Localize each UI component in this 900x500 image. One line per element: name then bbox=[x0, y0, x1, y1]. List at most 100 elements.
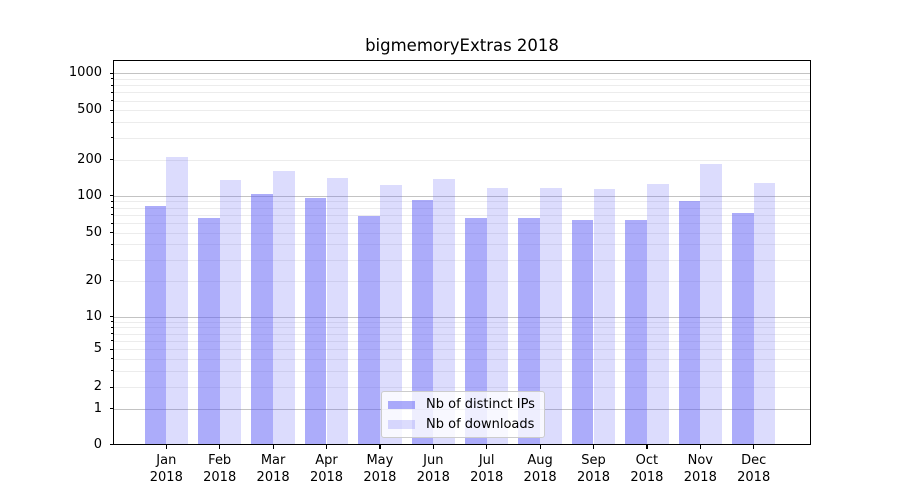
legend-label-downloads: Nb of downloads bbox=[426, 416, 535, 432]
legend-swatch-downloads bbox=[388, 420, 415, 429]
bar-distinct-ips-jan bbox=[144, 206, 167, 445]
gridline-500 bbox=[113, 110, 811, 112]
bar-downloads-oct bbox=[646, 184, 669, 445]
x-tick-aug bbox=[539, 445, 541, 449]
gridline-10 bbox=[113, 316, 811, 318]
bar-distinct-ips-nov bbox=[678, 201, 701, 445]
bar-downloads-jun bbox=[433, 178, 456, 445]
y-minor-tick-900 bbox=[111, 78, 113, 80]
x-tick-label-may: May 2018 bbox=[363, 453, 397, 486]
y-tick-label-1: 1 bbox=[93, 400, 102, 416]
gridline-1000 bbox=[113, 73, 811, 75]
y-minor-tick-6 bbox=[111, 340, 113, 342]
x-tick-jan bbox=[165, 445, 167, 449]
x-tick-dec bbox=[753, 445, 755, 449]
x-tick-label-sep: Sep 2018 bbox=[576, 453, 611, 486]
y-tick-label-50: 50 bbox=[85, 224, 102, 240]
y-tick-label-2: 2 bbox=[93, 379, 102, 395]
x-tick-apr bbox=[326, 445, 328, 449]
y-minor-tick-70 bbox=[111, 214, 113, 216]
x-tick-label-mar: Mar 2018 bbox=[256, 453, 290, 486]
bar-distinct-ips-jun bbox=[411, 199, 434, 445]
bar-downloads-jul bbox=[486, 187, 509, 445]
x-tick-jun bbox=[432, 445, 434, 449]
gridline-60 bbox=[113, 223, 811, 224]
gridline-3 bbox=[113, 370, 811, 372]
y-minor-tick-3 bbox=[111, 370, 113, 371]
y-tick-50 bbox=[109, 232, 113, 234]
y-tick-label-200: 200 bbox=[77, 151, 102, 167]
gridline-200 bbox=[113, 159, 811, 161]
gridline-300 bbox=[113, 137, 811, 139]
x-tick-label-apr: Apr 2018 bbox=[309, 453, 344, 486]
y-tick-5 bbox=[109, 348, 113, 350]
y-tick-10 bbox=[109, 316, 113, 318]
gridline-50 bbox=[113, 232, 811, 234]
x-tick-feb bbox=[219, 445, 221, 449]
x-tick-label-nov: Nov 2018 bbox=[683, 453, 717, 486]
gridline-20 bbox=[113, 280, 811, 282]
y-minor-tick-60 bbox=[111, 222, 113, 224]
x-tick-oct bbox=[646, 445, 648, 449]
y-tick-100 bbox=[109, 195, 113, 197]
y-minor-tick-4 bbox=[111, 358, 113, 360]
y-minor-tick-9 bbox=[111, 321, 113, 323]
y-minor-tick-700 bbox=[111, 91, 113, 93]
x-tick-label-jun: Jun 2018 bbox=[416, 453, 450, 486]
y-tick-label-0: 0 bbox=[93, 436, 102, 452]
y-minor-tick-300 bbox=[111, 137, 113, 139]
gridline-800 bbox=[113, 85, 811, 87]
bar-distinct-ips-aug bbox=[518, 217, 541, 445]
x-tick-label-feb: Feb 2018 bbox=[203, 453, 237, 486]
x-tick-label-oct: Oct 2018 bbox=[630, 453, 664, 486]
y-minor-tick-80 bbox=[111, 207, 113, 209]
y-minor-tick-40 bbox=[111, 243, 113, 245]
y-tick-2 bbox=[109, 386, 113, 388]
bars-layer bbox=[113, 60, 811, 445]
bar-downloads-aug bbox=[540, 188, 562, 445]
gridline-5 bbox=[113, 349, 811, 351]
gridline-400 bbox=[113, 122, 811, 124]
bar-distinct-ips-oct bbox=[625, 220, 647, 445]
x-tick-label-jul: Jul 2018 bbox=[470, 453, 504, 486]
x-tick-label-jan: Jan 2018 bbox=[149, 453, 183, 486]
gridline-600 bbox=[113, 100, 811, 102]
bar-distinct-ips-apr bbox=[304, 197, 327, 445]
x-tick-jul bbox=[486, 445, 488, 449]
bar-distinct-ips-jul bbox=[464, 217, 487, 445]
bar-downloads-jan bbox=[166, 157, 189, 445]
y-tick-label-10: 10 bbox=[85, 308, 102, 324]
x-tick-sep bbox=[593, 445, 595, 449]
gridline-2 bbox=[113, 387, 811, 389]
bar-downloads-sep bbox=[593, 189, 616, 445]
gridline-40 bbox=[113, 244, 811, 246]
y-tick-20 bbox=[109, 280, 113, 282]
gridline-8 bbox=[113, 327, 811, 329]
bar-distinct-ips-mar bbox=[251, 193, 274, 445]
y-minor-tick-400 bbox=[111, 121, 113, 123]
y-tick-1 bbox=[109, 408, 113, 410]
bar-downloads-nov bbox=[700, 163, 723, 445]
y-minor-tick-7 bbox=[111, 333, 113, 334]
gridline-700 bbox=[113, 92, 811, 94]
x-tick-label-aug: Aug 2018 bbox=[523, 453, 557, 486]
bar-distinct-ips-may bbox=[358, 216, 380, 445]
gridline-900 bbox=[113, 78, 811, 80]
y-tick-500 bbox=[109, 109, 113, 111]
y-tick-label-500: 500 bbox=[77, 102, 102, 118]
gridline-9 bbox=[113, 321, 811, 323]
y-minor-tick-800 bbox=[111, 84, 113, 86]
x-tick-nov bbox=[699, 445, 701, 449]
y-tick-label-1000: 1000 bbox=[68, 65, 102, 81]
gridline-80 bbox=[113, 207, 811, 209]
gridline-90 bbox=[113, 201, 811, 203]
grid-layer bbox=[113, 60, 811, 445]
y-minor-tick-90 bbox=[111, 200, 113, 202]
y-minor-tick-600 bbox=[111, 100, 113, 102]
bar-downloads-feb bbox=[219, 180, 242, 445]
gridline-7 bbox=[113, 333, 811, 335]
chart-title: bigmemoryExtras 2018 bbox=[365, 36, 559, 55]
bar-distinct-ips-feb bbox=[197, 217, 220, 445]
legend-item-distinct-ips: Nb of distinct IPs bbox=[388, 395, 536, 415]
